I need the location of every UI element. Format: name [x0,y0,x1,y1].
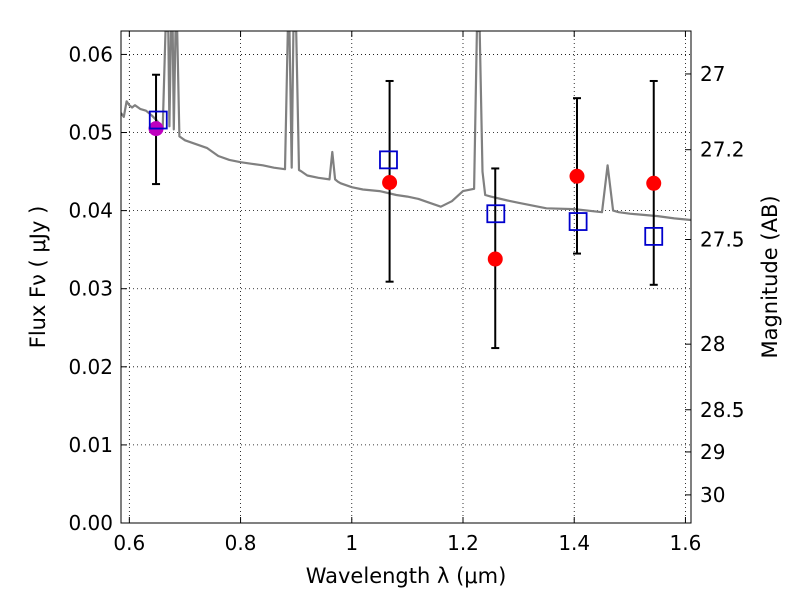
model-points [148,110,664,246]
y-tick-label: 0.00 [68,511,113,535]
model-square [379,150,398,170]
model-square [486,204,506,224]
model-square [568,212,588,231]
observed-point [382,175,398,191]
x-tick-label: 0.8 [225,531,257,555]
y2-tick-label: 27.5 [700,228,745,252]
observed-point [569,168,585,184]
model-square [148,110,168,130]
y2-tick-label: 29 [700,440,725,464]
y2-tick-label: 30 [700,483,725,507]
y2-axis-label: Magnitude (AB) [758,195,782,358]
observed-point [646,175,662,191]
x-tick-label: 0.6 [113,531,145,555]
model-spectrum [121,31,691,222]
y-tick-label: 0.04 [68,199,113,223]
y-tick-label: 0.05 [68,121,113,145]
spectrum-line [121,31,691,222]
y-axis-label: Flux Fν ( μJy ) [26,206,50,349]
model-square [644,226,664,246]
y2-tick-label: 28 [700,332,725,356]
y-tick-label: 0.01 [68,433,113,457]
y-tick-label: 0.02 [68,355,113,379]
x-axis-label: Wavelength λ (μm) [306,564,507,588]
y2-tick-label: 28.5 [700,398,745,422]
x-tick-label: 1 [345,531,358,555]
plot-area [121,31,691,523]
axis-ticks: 0.6 0.8 1 1.2 1.4 1.6 0.00 0.01 0.02 0.03 0.04 0.05… [68,31,745,555]
plot-frame [120,30,692,524]
x-tick-label: 1.2 [447,531,479,555]
y2-tick-label: 27.2 [700,138,745,162]
observed-point [487,251,503,267]
x-tick-label: 1.4 [558,531,590,555]
y-tick-label: 0.06 [68,42,113,66]
x-tick-label: 1.6 [670,531,702,555]
y-tick-label: 0.03 [68,277,113,301]
y2-tick-label: 27 [700,62,725,86]
